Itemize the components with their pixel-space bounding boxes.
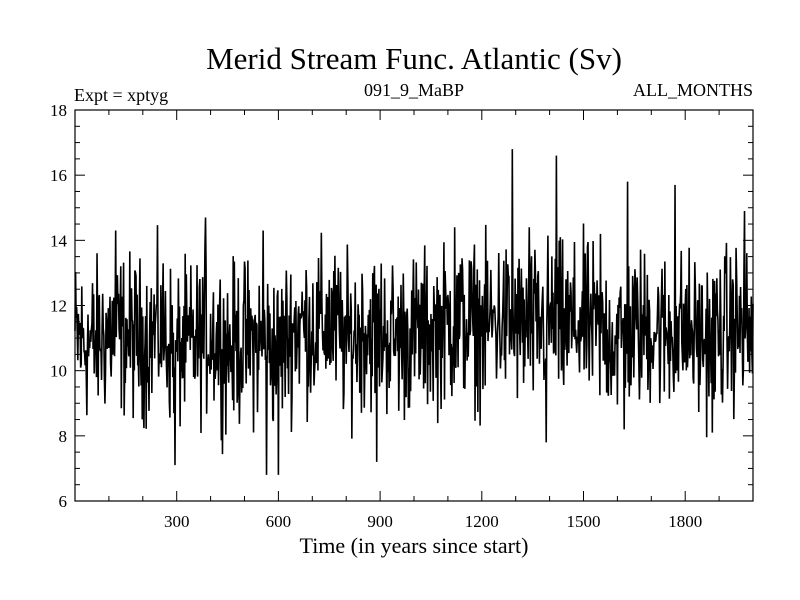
y-tick-label: 6 [59,492,68,511]
subtitle-right: ALL_MONTHS [633,80,753,100]
y-tick-label: 8 [59,427,68,446]
chart-title: Merid Stream Func. Atlantic (Sv) [206,41,622,76]
x-tick-label: 1200 [465,512,499,531]
series-line [74,149,754,475]
x-tick-label: 1500 [567,512,601,531]
y-tick-label: 14 [50,231,68,250]
x-axis: 300 600 900 1200 1500 1800 [108,110,720,531]
y-tick-label: 10 [50,362,67,381]
subtitle-center: 091_9_MaBP [364,80,464,100]
y-tick-label: 16 [50,166,67,185]
y-tick-label: 12 [50,297,67,316]
subtitle-left: Expt = xptyg [74,85,168,105]
plot-frame [74,109,754,502]
x-tick-label: 600 [266,512,292,531]
y-axis: 6 8 10 12 14 16 18 [50,101,753,511]
x-axis-label: Time (in years since start) [300,533,529,558]
x-tick-label: 1800 [668,512,702,531]
plot-series [74,149,754,475]
x-tick-label: 900 [367,512,393,531]
y-tick-label: 18 [50,101,67,120]
x-tick-label: 300 [164,512,190,531]
